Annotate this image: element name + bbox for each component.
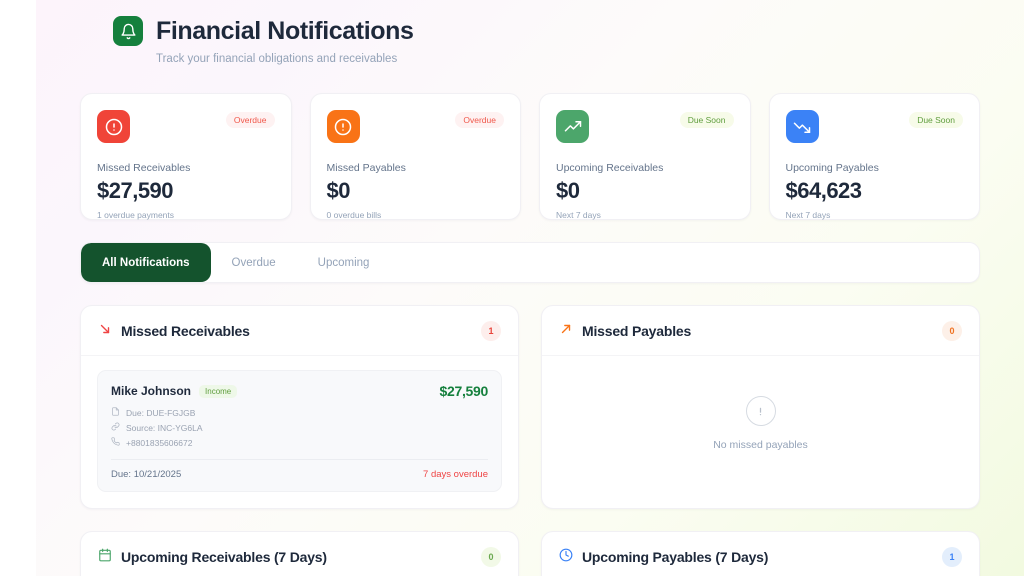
file-icon bbox=[111, 407, 120, 418]
alert-circle-icon bbox=[745, 396, 776, 426]
panel-upcoming-receivables: Upcoming Receivables (7 Days) 0 bbox=[80, 531, 519, 576]
stat-label: Upcoming Payables bbox=[785, 162, 879, 174]
alert-circle-icon bbox=[97, 110, 130, 143]
trending-up-icon bbox=[556, 110, 589, 143]
empty-state-text: No missed payables bbox=[713, 439, 808, 451]
stat-card-upcoming-receivables[interactable]: Due Soon Upcoming Receivables $0 Next 7 … bbox=[539, 93, 751, 220]
clock-icon bbox=[559, 548, 573, 567]
phone-icon bbox=[111, 437, 120, 448]
stat-label: Missed Payables bbox=[326, 162, 406, 174]
stat-meta: 1 overdue payments bbox=[97, 210, 175, 220]
arrow-down-right-icon bbox=[98, 322, 112, 341]
stat-meta: 0 overdue bills bbox=[326, 210, 382, 220]
item-source-code-text: Source: INC-YG6LA bbox=[126, 422, 203, 433]
item-source-code: Source: INC-YG6LA bbox=[111, 422, 488, 433]
panels-row-2: Upcoming Receivables (7 Days) 0 Upcoming bbox=[80, 531, 980, 576]
status-badge: Due Soon bbox=[679, 112, 734, 128]
list-item[interactable]: Mike Johnson Income $27,590 bbox=[97, 370, 502, 492]
item-amount: $27,590 bbox=[439, 383, 488, 399]
page-subtitle: Track your financial obligations and rec… bbox=[156, 53, 398, 65]
stat-card-missed-receivables[interactable]: Overdue Missed Receivables $27,590 1 ove… bbox=[80, 93, 292, 220]
panel-upcoming-payables: Upcoming Payables (7 Days) 1 Anna Jones … bbox=[541, 531, 980, 576]
panel-title: Missed Receivables bbox=[121, 323, 250, 339]
status-badge: Overdue bbox=[225, 112, 275, 128]
stat-value: $64,623 bbox=[785, 178, 863, 203]
stat-label: Missed Receivables bbox=[97, 162, 191, 174]
stat-value: $27,590 bbox=[97, 178, 174, 203]
notification-tabs: All Notifications Overdue Upcoming bbox=[80, 242, 980, 283]
item-name: Mike Johnson bbox=[111, 384, 192, 398]
tab-upcoming[interactable]: Upcoming bbox=[317, 256, 370, 269]
panel-title: Upcoming Receivables (7 Days) bbox=[121, 549, 327, 565]
trending-down-icon bbox=[785, 110, 819, 143]
item-due-code-text: Due: DUE-FGJGB bbox=[126, 407, 196, 418]
page-title: Financial Notifications bbox=[156, 16, 414, 45]
count-badge: 1 bbox=[942, 547, 962, 567]
tab-overdue[interactable]: Overdue bbox=[231, 256, 276, 269]
bell-icon bbox=[113, 16, 143, 46]
app-page: Financial Notifications Track your finan… bbox=[36, 0, 1024, 576]
stat-meta: Next 7 days bbox=[556, 210, 601, 220]
status-badge: Overdue bbox=[455, 112, 504, 128]
tab-all-notifications[interactable]: All Notifications bbox=[81, 243, 211, 282]
item-phone: +8801835606672 bbox=[111, 437, 488, 448]
stat-meta: Next 7 days bbox=[785, 210, 831, 220]
panels-row-1: Missed Receivables 1 Mike Johnson Income… bbox=[80, 305, 980, 509]
stat-label: Upcoming Receivables bbox=[556, 162, 664, 174]
alert-circle-icon bbox=[326, 110, 360, 143]
calendar-icon bbox=[98, 548, 112, 567]
stat-cards: Overdue Missed Receivables $27,590 1 ove… bbox=[80, 93, 980, 220]
item-due-code: Due: DUE-FGJGB bbox=[111, 407, 488, 418]
arrow-up-right-icon bbox=[559, 322, 573, 341]
panel-missed-payables: Missed Payables 0 No missed payables bbox=[541, 305, 980, 509]
link-icon bbox=[111, 422, 120, 433]
empty-state: No missed payables bbox=[558, 370, 963, 485]
stat-card-missed-payables[interactable]: Overdue Missed Payables $0 0 overdue bil… bbox=[309, 93, 521, 220]
item-due-date: Due: 10/21/2025 bbox=[111, 469, 182, 480]
stat-value: $0 bbox=[326, 178, 351, 203]
count-badge: 1 bbox=[481, 321, 501, 341]
count-badge: 0 bbox=[481, 547, 501, 567]
page-header: Financial Notifications Track your finan… bbox=[80, 16, 980, 65]
status-badge: Due Soon bbox=[909, 112, 963, 128]
count-badge: 0 bbox=[942, 321, 962, 341]
panel-title: Upcoming Payables (7 Days) bbox=[582, 549, 769, 565]
stat-value: $0 bbox=[556, 178, 580, 203]
panel-title: Missed Payables bbox=[582, 323, 692, 339]
item-tag: Income bbox=[199, 384, 238, 398]
panel-missed-receivables: Missed Receivables 1 Mike Johnson Income… bbox=[80, 305, 519, 509]
item-phone-text: +8801835606672 bbox=[126, 437, 193, 448]
stat-card-upcoming-payables[interactable]: Due Soon Upcoming Payables $64,623 Next … bbox=[768, 93, 980, 220]
item-overdue-status: 7 days overdue bbox=[423, 469, 488, 480]
